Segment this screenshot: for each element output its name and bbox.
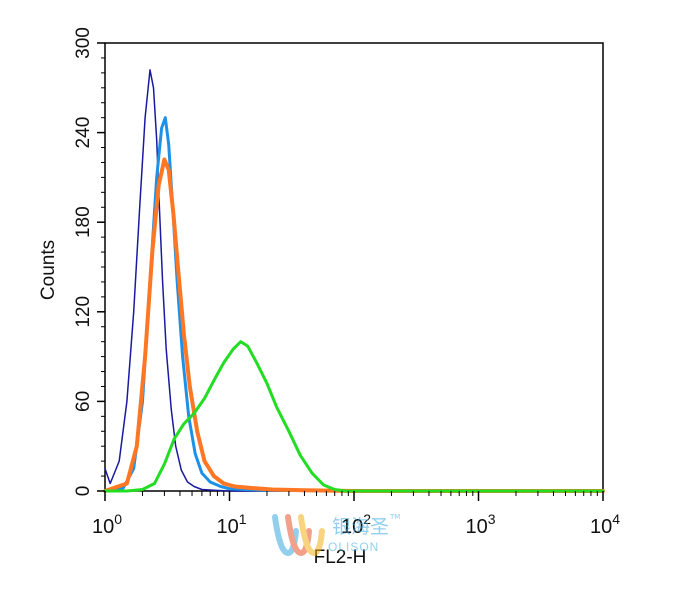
y-tick-label: 300	[73, 27, 94, 59]
y-tick-label: 0	[73, 486, 94, 497]
x-tick-label: 102	[341, 511, 371, 538]
y-tick-label: 120	[73, 296, 94, 328]
series-line-3	[103, 157, 605, 493]
series-layer	[103, 69, 605, 493]
y-tick-label: 240	[73, 117, 94, 149]
series-line-4	[103, 340, 605, 493]
watermark-tm: TM	[389, 513, 400, 521]
x-axis: 100 101 102 103 104	[92, 491, 620, 538]
x-tick-label: 100	[92, 511, 122, 538]
watermark-name: 银海圣	[332, 516, 389, 538]
y-axis-title: Counts	[38, 240, 59, 300]
logo-mark-icon	[272, 514, 325, 557]
y-axis: 0 60 120 180 240 300	[73, 27, 105, 496]
x-tick-label: 101	[216, 511, 246, 538]
x-tick-label: 103	[465, 511, 495, 538]
y-tick-label: 60	[73, 391, 94, 412]
series-line-1	[104, 69, 604, 492]
watermark-logo: 银海圣 TM OLISON	[270, 505, 430, 565]
y-tick-label: 180	[73, 206, 94, 238]
watermark-sub: OLISON	[328, 540, 379, 554]
x-tick-label: 104	[590, 511, 620, 538]
x-axis-title: FL2-H	[314, 547, 367, 568]
